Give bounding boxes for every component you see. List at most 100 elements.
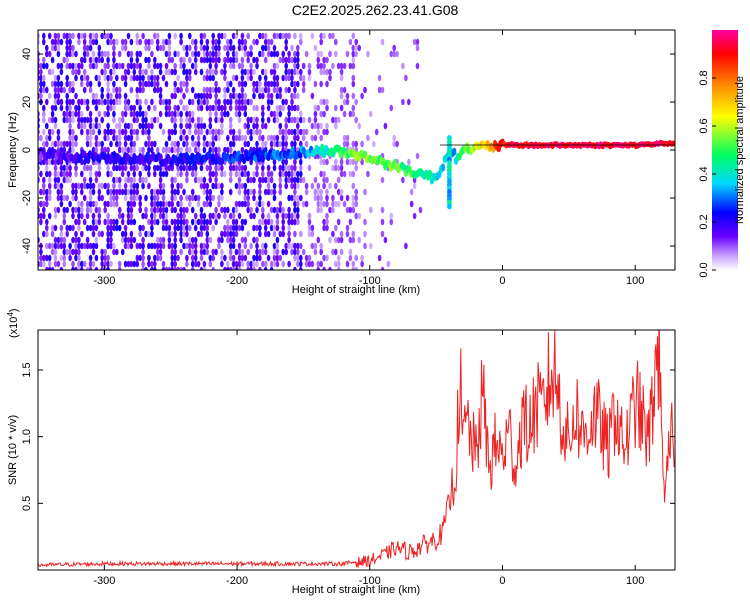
heatmap-cell	[261, 242, 265, 250]
heatmap-cell	[269, 80, 274, 88]
heatmap-cell	[334, 122, 338, 130]
heatmap-cell	[223, 92, 227, 100]
heatmap-cell	[91, 98, 96, 106]
heatmap-cell	[65, 80, 69, 88]
heatmap-cell	[138, 38, 142, 46]
heatmap-cell	[167, 200, 172, 208]
heatmap-cell	[246, 170, 250, 178]
heatmap-cell	[354, 254, 359, 262]
heatmap-cell	[328, 74, 332, 82]
heatmap-cell	[243, 80, 248, 88]
heatmap-cell	[348, 158, 353, 166]
heatmap-cell	[249, 128, 253, 136]
heatmap-cell	[226, 56, 230, 64]
heatmap-cell	[47, 92, 52, 100]
y-tick-label: 20	[21, 96, 33, 108]
heatmap-cell	[249, 176, 253, 184]
heatmap-cell	[82, 86, 87, 94]
heatmap-cell	[234, 92, 239, 100]
heatmap-cell	[307, 68, 312, 76]
heatmap-cell	[141, 182, 145, 190]
heatmap-cell	[185, 230, 189, 238]
heatmap-cell	[129, 74, 134, 82]
heatmap-cell	[85, 236, 90, 244]
heatmap-cell	[39, 134, 43, 142]
heatmap-cell	[249, 188, 253, 196]
heatmap-cell	[59, 164, 64, 172]
heatmap-cell	[293, 176, 297, 184]
heatmap-cell	[150, 38, 154, 46]
heatmap-cell	[82, 38, 87, 46]
heatmap-cell	[202, 122, 207, 130]
heatmap-cell	[252, 212, 256, 220]
heatmap-cell	[234, 32, 239, 40]
heatmap-cell	[68, 116, 72, 124]
heatmap-cell	[284, 74, 289, 82]
heatmap-cell	[246, 260, 250, 268]
heatmap-cell	[123, 260, 128, 268]
heatmap-cell	[217, 32, 221, 40]
heatmap-cell	[82, 74, 87, 82]
heatmap-cell	[272, 74, 277, 82]
heatmap-cell	[240, 74, 245, 82]
heatmap-cell	[117, 206, 122, 214]
heatmap-cell	[59, 200, 64, 208]
heatmap-cell	[53, 140, 58, 148]
heatmap-cell	[293, 86, 297, 94]
heatmap-cell	[263, 266, 268, 270]
heatmap-cell	[351, 194, 356, 202]
heatmap-cell	[135, 56, 140, 64]
heatmap-cell	[45, 86, 49, 94]
heatmap-cell	[138, 224, 142, 232]
heatmap-cell	[328, 50, 332, 58]
heatmap-cell	[255, 206, 259, 214]
heatmap-cell	[188, 98, 192, 106]
heatmap-cell	[161, 224, 166, 232]
heatmap-cell	[249, 206, 253, 214]
heatmap-cell	[296, 92, 300, 100]
heatmap-cell	[56, 32, 61, 40]
heatmap-cell	[71, 50, 75, 58]
heatmap-cell	[296, 56, 300, 64]
heatmap-cell	[351, 170, 356, 178]
heatmap-cell	[62, 260, 67, 268]
heatmap-cell	[164, 140, 169, 148]
heatmap-cell	[287, 218, 291, 226]
heatmap-cell	[252, 188, 256, 196]
heatmap-cell	[59, 170, 64, 178]
heatmap-cell	[74, 194, 78, 202]
heatmap-cell	[185, 206, 189, 214]
heatmap-cell	[94, 134, 99, 142]
heatmap-cell	[269, 260, 274, 268]
heatmap-cell	[243, 236, 248, 244]
heatmap-cell	[170, 242, 175, 250]
heatmap-cell	[88, 164, 93, 172]
heatmap-cell	[129, 86, 134, 94]
heatmap-cell	[199, 206, 204, 214]
snr-x-label: Height of straight line (km)	[292, 584, 420, 596]
heatmap-cell	[328, 236, 332, 244]
heatmap-cell	[112, 44, 116, 52]
heatmap-cell	[47, 194, 52, 202]
heatmap-cell	[258, 50, 262, 58]
heatmap-cell	[275, 206, 280, 214]
heatmap-cell	[182, 188, 186, 196]
heatmap-cell	[290, 98, 294, 106]
heatmap-cell	[263, 140, 268, 148]
heatmap-cell	[202, 74, 207, 82]
heatmap-cell	[71, 80, 75, 88]
heatmap-cell	[120, 44, 125, 52]
heatmap-cell	[284, 176, 289, 184]
ridge-mark	[260, 154, 265, 163]
heatmap-cell	[62, 254, 67, 262]
heatmap-cell	[179, 128, 183, 136]
heatmap-cell	[144, 116, 148, 124]
heatmap-cell	[164, 50, 169, 58]
heatmap-cell	[228, 188, 233, 196]
heatmap-cell	[173, 188, 177, 196]
heatmap-cell	[231, 254, 236, 262]
heatmap-cell	[50, 128, 55, 136]
heatmap-cell	[226, 86, 230, 94]
heatmap-cell	[214, 176, 218, 184]
heatmap-cell	[240, 260, 245, 268]
